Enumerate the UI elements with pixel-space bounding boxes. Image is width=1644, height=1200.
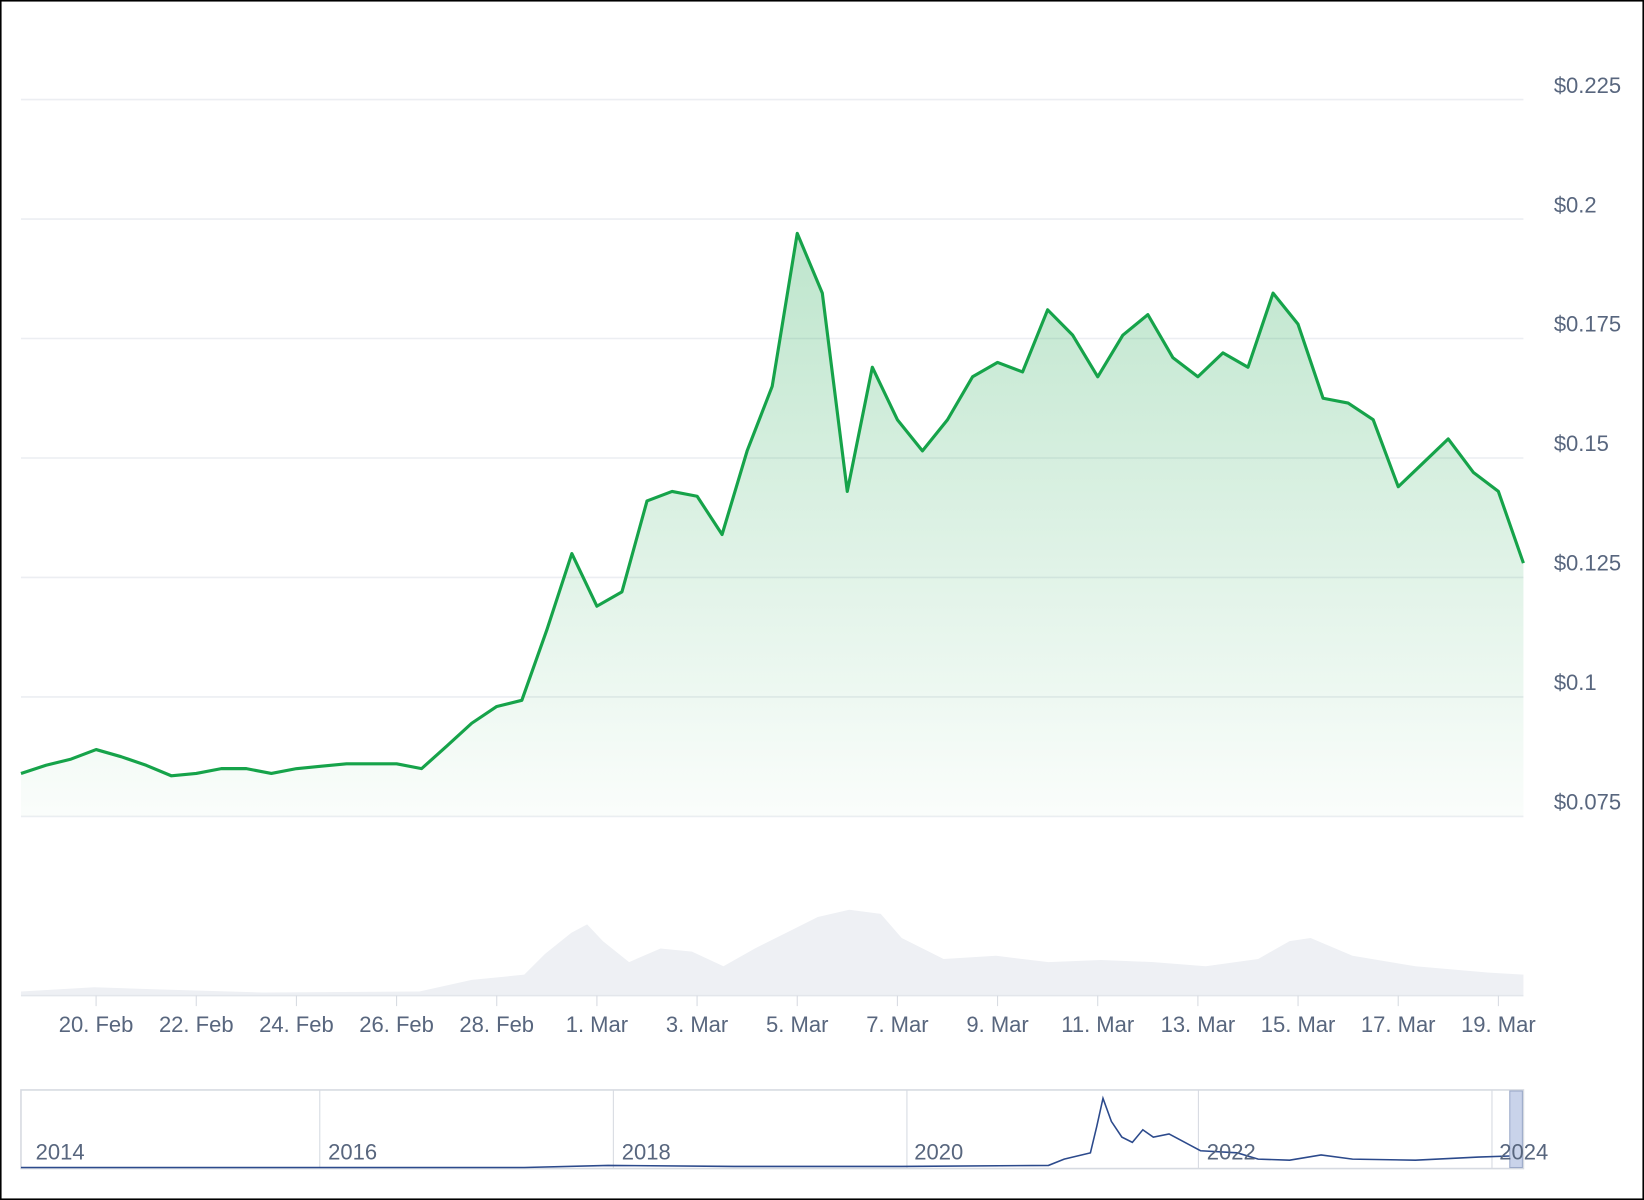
navigator: 2014 2016 2018 2020 2022 2024 [20, 1089, 1548, 1170]
x-tick-label: 19. Mar [1461, 1012, 1536, 1037]
y-tick-label: $0.2 [1554, 192, 1597, 217]
y-tick-label: $0.125 [1554, 551, 1621, 576]
navigator-label: 2022 [1207, 1140, 1256, 1165]
x-tick-label: 28. Feb [459, 1012, 534, 1037]
price-line [20, 231, 1525, 778]
navigator-handle[interactable] [1509, 1090, 1523, 1169]
navigator-line [20, 1095, 1510, 1169]
y-tick-label: $0.175 [1554, 312, 1621, 337]
x-tick-label: 26. Feb [359, 1012, 434, 1037]
x-tick-label: 24. Feb [259, 1012, 334, 1037]
x-tick-label: 7. Mar [866, 1012, 928, 1037]
x-tick-label: 11. Mar [1061, 1012, 1134, 1037]
navigator-frame [20, 1089, 1525, 1170]
x-tick-label: 17. Mar [1361, 1012, 1436, 1037]
x-tick-label: 9. Mar [966, 1012, 1028, 1037]
x-tick-label: 20. Feb [59, 1012, 134, 1037]
plot-area: $0.075 $0.1 $0.125 $0.15 $0.175 $0.2 $0.225 20.… [20, 73, 1621, 1037]
y-tick-label: $0.1 [1554, 670, 1597, 695]
navigator-label: 2016 [328, 1140, 377, 1165]
navigator-label: 2014 [36, 1140, 85, 1165]
navigator-label: 2020 [914, 1140, 963, 1165]
navigator-label: 2018 [622, 1140, 671, 1165]
x-tick-label: 13. Mar [1161, 1012, 1236, 1037]
y-tick-label: $0.075 [1554, 790, 1621, 815]
navigator-label: 2024 [1499, 1140, 1548, 1165]
volume-area [20, 909, 1524, 996]
x-tick-label: 15. Mar [1261, 1012, 1336, 1037]
y-tick-label: $0.15 [1554, 431, 1609, 456]
x-tick-label: 5. Mar [766, 1012, 828, 1037]
x-tick-label: 1. Mar [566, 1012, 628, 1037]
price-area [20, 233, 1524, 817]
x-tick-label: 3. Mar [666, 1012, 728, 1037]
y-tick-label: $0.225 [1554, 73, 1621, 98]
x-tick-label: 22. Feb [159, 1012, 234, 1037]
